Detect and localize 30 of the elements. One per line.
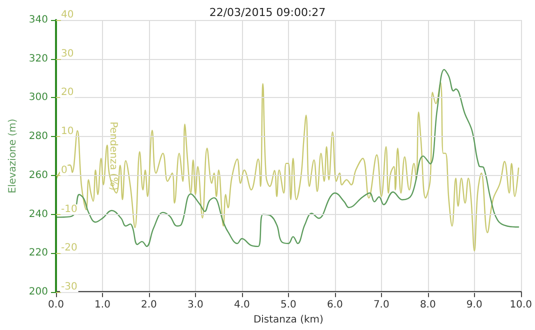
y2-tick-label: 10	[60, 126, 74, 138]
x-tick-label: 7.0	[373, 300, 390, 311]
x-tick-label: 0.0	[48, 300, 64, 311]
x-tick-label: 10.0	[510, 300, 532, 311]
y-tick-label: 280	[28, 131, 48, 142]
y2-tick-label: 20	[60, 87, 74, 98]
x-axis-title: Distanza (km)	[253, 314, 324, 326]
y-tick-label: 200	[28, 286, 48, 298]
y-tick-label: 340	[28, 14, 48, 26]
y2-tick-label: 40	[60, 10, 74, 20]
x-tick-label: 3.0	[188, 300, 204, 311]
y2-tick-label: -30	[60, 282, 78, 293]
y-tick-label: 320	[28, 53, 48, 64]
y-axis-title: Elevazione (m)	[8, 118, 18, 194]
x-tick-label: 6.0	[326, 300, 343, 311]
y2-tick-label: -10	[60, 204, 78, 215]
y-tick-label: 260	[28, 170, 48, 181]
y-tick-label: 300	[28, 92, 48, 104]
y2-tick-label: 0	[60, 164, 68, 176]
x-tick-label: 9.0	[466, 300, 482, 311]
x-tick-label: 5.0	[280, 300, 296, 311]
chart-title: 22/03/2015 09:00:27	[209, 6, 326, 19]
x-tick-label: 8.0	[420, 300, 436, 311]
x-tick-label: 2.0	[141, 300, 157, 311]
y-tick-label: 240	[28, 208, 48, 220]
x-tick-label: 4.0	[234, 300, 250, 311]
y-tick-label: 220	[28, 248, 48, 259]
y2-tick-label: -20	[60, 242, 78, 254]
y2-tick-label: 30	[60, 48, 74, 60]
x-tick-label: 1.0	[94, 300, 110, 311]
